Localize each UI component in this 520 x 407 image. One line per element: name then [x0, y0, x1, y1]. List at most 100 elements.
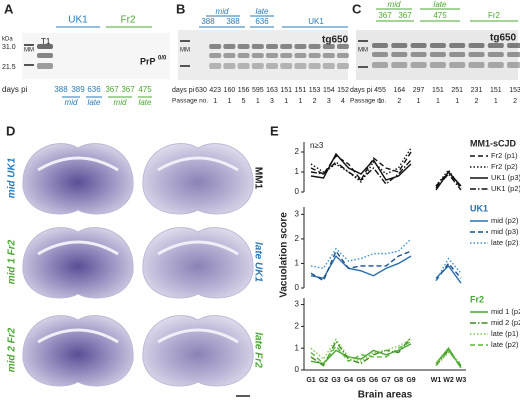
days-pi: 231 — [471, 87, 483, 94]
blot-band — [487, 52, 504, 57]
blot-band — [209, 44, 222, 49]
blot-band — [266, 53, 278, 58]
lane-label: MM — [358, 48, 368, 54]
days-pi: 475 — [138, 85, 152, 94]
y-tick-label: 1 — [295, 259, 300, 268]
passage: 2 — [513, 98, 517, 105]
legend-title: UK1 — [470, 203, 488, 213]
header: UK1 — [308, 17, 324, 26]
header: 388 — [201, 17, 215, 26]
header: Fr2 — [488, 11, 501, 20]
stage-label: mid — [114, 98, 127, 107]
blot-band — [209, 53, 222, 58]
group-label: UK1 — [68, 15, 88, 26]
mw-marker: 31.0 — [2, 44, 16, 51]
hippocampus — [157, 156, 239, 172]
legend-label: late (p2) — [491, 238, 519, 247]
blot-band — [280, 44, 293, 49]
section-label: mid 2 Fr2 — [7, 327, 18, 372]
blot-band — [372, 52, 388, 57]
header: 636 — [255, 17, 269, 26]
passage: 1 — [298, 98, 302, 105]
brain-section — [22, 143, 134, 215]
legend-label: mid 1 (p2) — [491, 307, 520, 316]
section-label: MM1 — [252, 167, 263, 190]
header: 475 — [433, 11, 447, 20]
marker-band — [180, 65, 190, 67]
passage: 1 — [436, 98, 440, 105]
x-tick-label: W1 — [431, 377, 442, 384]
days-pi: 389 — [71, 85, 85, 94]
blot-band — [322, 63, 335, 69]
group-label: Fr2 — [121, 15, 136, 26]
days-pi: 455 — [374, 87, 386, 94]
y-tick-label: 0 — [295, 283, 300, 292]
blot-band — [223, 44, 236, 49]
passage: 1 — [284, 98, 288, 105]
blot-band — [280, 63, 293, 69]
blot-band — [251, 44, 264, 49]
blot-band — [468, 43, 485, 48]
blot-band — [507, 43, 520, 48]
section-label: late UK1 — [252, 242, 263, 282]
x-tick-label: G4 — [344, 377, 353, 384]
blot-band — [410, 62, 427, 68]
passage: 1 — [213, 98, 217, 105]
blot-band — [372, 43, 388, 48]
days-pi: 163 — [266, 87, 278, 94]
blot-band — [410, 43, 427, 48]
stage-label: mid — [65, 98, 78, 107]
panel-label: C — [352, 1, 362, 16]
passage: 4 — [341, 98, 345, 105]
blot-band — [507, 52, 520, 57]
x-axis-label: Brain areas — [358, 390, 413, 401]
passage: 1 — [494, 98, 498, 105]
hippocampus — [37, 240, 119, 256]
blot-band — [37, 53, 53, 58]
header: mid — [216, 7, 229, 16]
x-tick-label: G5 — [356, 377, 365, 384]
header: 367 — [378, 11, 392, 20]
blot-band — [223, 63, 236, 69]
y-tick-label: 3 — [295, 209, 300, 218]
legend-label: Fr2 (p2) — [491, 162, 518, 171]
blot-band — [391, 43, 408, 48]
y-tick-label: 1 — [295, 167, 300, 176]
blot-band — [429, 52, 446, 57]
header: 367 — [398, 11, 412, 20]
blot-band — [294, 44, 307, 49]
header: mid — [388, 0, 401, 9]
y-tick-label: 3 — [295, 300, 300, 309]
days-pi: 156 — [238, 87, 250, 94]
stage-label: late — [139, 98, 152, 107]
hippocampus — [37, 156, 119, 172]
y-tick-label: 2 — [295, 321, 300, 330]
y-axis-label: Vacuolation score — [279, 212, 290, 298]
blot-band — [507, 62, 520, 68]
lane-label: MM — [180, 48, 190, 54]
antibody-sup: 0/0 — [158, 56, 167, 62]
blot-band — [308, 53, 321, 58]
panel-label: E — [270, 123, 279, 138]
series-line — [310, 254, 462, 284]
blot-band — [468, 62, 485, 68]
legend-label: mid (p2) — [491, 216, 519, 225]
days-pi: 595 — [252, 87, 264, 94]
passage: 1 — [378, 98, 382, 105]
blot-band — [337, 44, 349, 49]
section-label: mid UK1 — [7, 157, 18, 198]
x-tick-label: G6 — [369, 377, 378, 384]
days-pi-label: days pi — [350, 87, 373, 94]
passage: 1 — [256, 98, 260, 105]
blot-band — [337, 63, 349, 69]
series-line — [310, 338, 462, 367]
marker-band — [358, 40, 368, 42]
days-pi: 367 — [121, 85, 135, 94]
blot-band — [251, 63, 264, 69]
y-tick-label: 2 — [295, 234, 300, 243]
days-pi: 151 — [295, 87, 307, 94]
legend-label: late (p1) — [491, 329, 519, 338]
days-pi: 154 — [323, 87, 335, 94]
days-pi: 251 — [451, 87, 463, 94]
